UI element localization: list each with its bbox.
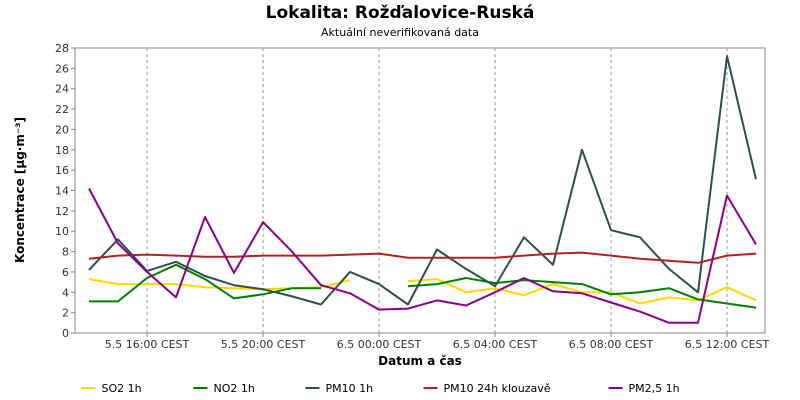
x-tick-label: 6.5 12:00 CEST <box>685 338 770 351</box>
series-3 <box>88 251 757 264</box>
series-line <box>88 188 757 324</box>
x-tick-label: 6.5 08:00 CEST <box>569 338 654 351</box>
y-tick-label: 8 <box>62 246 69 259</box>
y-tick-label: 10 <box>55 225 69 238</box>
y-tick-label: 20 <box>55 123 69 136</box>
y-tick-label: 22 <box>55 103 69 116</box>
x-tick-label: 5.5 16:00 CEST <box>105 338 190 351</box>
x-tick-label: 6.5 04:00 CEST <box>453 338 538 351</box>
series-line <box>88 55 757 306</box>
y-tick-label: 26 <box>55 62 69 75</box>
x-tick-label: 6.5 00:00 CEST <box>337 338 422 351</box>
y-tick-label: 2 <box>62 307 69 320</box>
y-tick-label: 6 <box>62 266 69 279</box>
series-line <box>88 251 757 264</box>
y-axis-label: Koncentrace [µg·m⁻³] <box>13 117 27 263</box>
x-axis-ticks: 5.5 16:00 CEST 5.5 20:00 CEST 6.5 00:00 CE… <box>105 333 770 351</box>
legend-label: PM2,5 1h <box>629 382 680 395</box>
y-tick-label: 18 <box>55 144 69 157</box>
x-axis-label: Datum a čas <box>378 354 462 368</box>
y-tick-label: 4 <box>62 286 69 299</box>
y-tick-label: 14 <box>55 185 69 198</box>
legend-label: PM10 24h klouzavě <box>444 382 551 395</box>
series-line <box>407 277 757 309</box>
chart-title: Lokalita: Rožďalovice-Ruská <box>266 3 535 23</box>
legend-label: NO2 1h <box>214 382 255 395</box>
y-tick-label: 24 <box>55 83 69 96</box>
y-tick-label: 0 <box>62 327 69 340</box>
legend: SO2 1h NO2 1h PM10 1h PM10 24h klouzavě PM2,… <box>81 382 680 395</box>
series-1 <box>89 263 757 309</box>
legend-label: SO2 1h <box>102 382 142 395</box>
x-tick-label: 5.5 20:00 CEST <box>221 338 306 351</box>
series-4 <box>88 188 757 324</box>
y-tick-label: 16 <box>55 164 69 177</box>
series-lines <box>88 55 757 324</box>
chart-subtitle: Aktuální neverifikovaná data <box>321 26 479 39</box>
y-tick-label: 28 <box>55 42 69 55</box>
legend-label: PM10 1h <box>326 382 374 395</box>
y-tick-label: 12 <box>55 205 69 218</box>
series-line <box>89 263 321 303</box>
series-2 <box>88 55 757 306</box>
